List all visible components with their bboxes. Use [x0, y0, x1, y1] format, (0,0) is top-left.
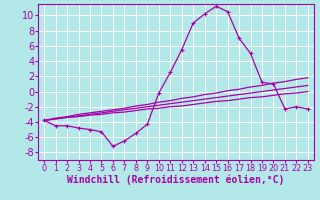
X-axis label: Windchill (Refroidissement éolien,°C): Windchill (Refroidissement éolien,°C): [67, 175, 285, 185]
